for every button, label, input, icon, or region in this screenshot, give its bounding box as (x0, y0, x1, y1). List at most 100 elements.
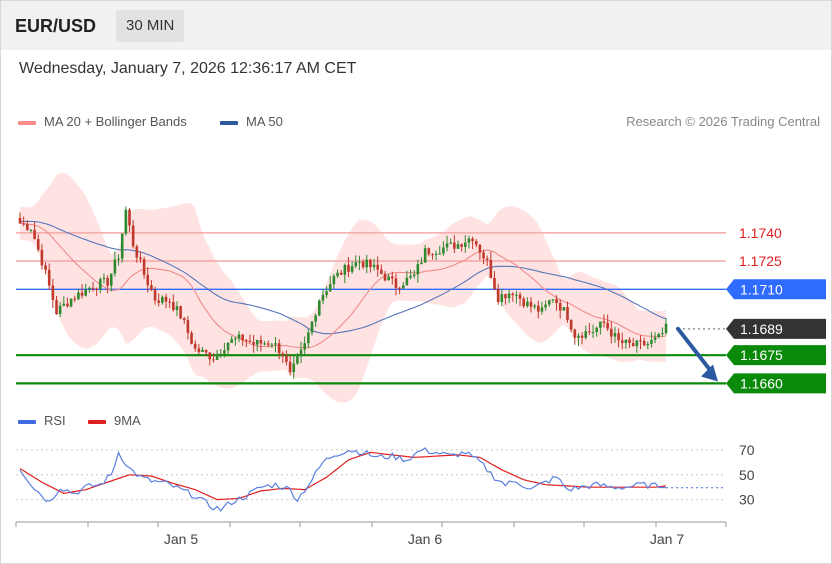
candle-body (332, 276, 336, 285)
candle-body (168, 301, 171, 303)
candle-body (73, 298, 77, 300)
candle-body (95, 288, 98, 290)
candle-body (584, 331, 588, 338)
candle-body (241, 334, 244, 341)
forecast-arrow-shaft (676, 326, 714, 375)
candle-body (613, 333, 617, 337)
candle-body (230, 339, 233, 343)
candle-body (102, 277, 106, 280)
legend-rsi-ma-swatch (88, 419, 106, 424)
symbol-label: EUR/USD (15, 16, 97, 36)
candle-body (179, 306, 182, 319)
legend-ma50: MA 50 (220, 114, 283, 129)
candle-body (380, 269, 383, 274)
candle-body (33, 229, 36, 240)
candle-body (266, 343, 270, 345)
candle-body (478, 244, 482, 253)
candle-body (547, 300, 551, 305)
ma20-line (19, 222, 667, 349)
candle-body (588, 331, 591, 333)
candles (18, 206, 668, 379)
level-tag-1.1660: 1.1660 (726, 373, 826, 394)
candle-body (161, 296, 164, 303)
candle-body (270, 344, 274, 346)
candle-body (325, 291, 328, 296)
legend-rsi-swatch (18, 419, 36, 424)
candle-body (460, 244, 463, 247)
candle-body (569, 319, 573, 330)
timeframe-button[interactable]: 30 MIN (116, 10, 185, 42)
candle-body (277, 343, 281, 354)
x-tick-label: Jan 6 (408, 531, 442, 547)
candle-body (274, 343, 277, 345)
candle-body (288, 361, 292, 373)
candle-body (117, 258, 120, 260)
candle-body (172, 302, 175, 310)
candle-body (664, 323, 668, 334)
candle-body (339, 272, 343, 275)
candle-body (193, 343, 197, 349)
level-tag-1.1689: 1.1689 (726, 318, 826, 339)
candle-body (135, 246, 139, 258)
level-label: 1.1710 (740, 281, 783, 297)
candle-body (18, 217, 22, 224)
legend-ma20-label: MA 20 + Bollinger Bands (44, 114, 187, 129)
level-tag-bg (726, 279, 826, 300)
candle-body (522, 298, 525, 307)
candle-body (591, 331, 595, 333)
credit-label: Research © 2026 Trading Central (626, 114, 820, 129)
candle-body (164, 296, 168, 302)
candle-body (55, 300, 58, 315)
candle-body (434, 253, 438, 255)
candle-body (540, 307, 544, 312)
level-tag-1.1740: 1.1740 (739, 225, 782, 241)
candle-body (544, 304, 547, 308)
candle-body (376, 264, 379, 270)
candle-body (445, 243, 449, 248)
candle-body (474, 241, 478, 245)
candle-body (303, 343, 306, 350)
candle-body (372, 264, 376, 268)
candle-body (299, 349, 303, 357)
candle-body (292, 363, 296, 373)
candle-body (555, 299, 558, 303)
level-tag-bg (726, 345, 826, 366)
candle-body (438, 253, 442, 255)
candle-body (296, 356, 299, 364)
candle-body (109, 273, 113, 286)
legend-ma20: MA 20 + Bollinger Bands (18, 114, 187, 129)
candle-body (442, 247, 445, 254)
candle-body (562, 306, 566, 311)
legend-rsi: RSI (18, 413, 66, 428)
level-label: 1.1689 (740, 321, 783, 337)
candle-body (157, 300, 160, 303)
candle-body (336, 272, 339, 277)
candle-body (420, 262, 423, 265)
candle-body (69, 298, 73, 307)
candle-body (175, 306, 179, 310)
candle-body (394, 278, 398, 288)
candle-body (358, 261, 361, 263)
level-tag-1.1725: 1.1725 (739, 253, 782, 269)
candle-body (131, 225, 135, 247)
candle-body (139, 257, 142, 260)
candle-body (606, 322, 609, 329)
candle-body (66, 303, 69, 307)
candle-body (369, 259, 372, 268)
candle-body (186, 320, 190, 333)
candle-body (551, 299, 555, 301)
candle-body (91, 287, 95, 289)
candle-body (248, 340, 252, 343)
candle-body (124, 209, 128, 234)
bollinger-band (20, 172, 666, 403)
candle-body (610, 328, 613, 337)
candle-body (22, 223, 25, 225)
candle-body (453, 242, 456, 249)
candle-body (208, 352, 212, 360)
candle-body (518, 294, 522, 299)
candle-body (405, 277, 409, 286)
candle-body (431, 254, 434, 256)
candle-body (263, 343, 266, 345)
candle-body (595, 327, 598, 332)
candle-body (252, 342, 255, 345)
